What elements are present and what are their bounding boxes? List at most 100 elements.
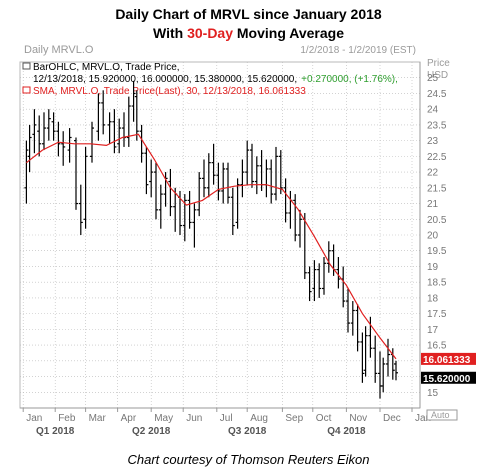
ohlc-bar [51, 112, 56, 141]
title-highlight: 30-Day [187, 25, 233, 41]
y-tick-label: 21.5 [427, 183, 447, 194]
ohlc-bar [381, 357, 386, 393]
ohlc-bar [32, 109, 37, 154]
x-tick-label: Aug [250, 413, 268, 424]
ohlc-bar [386, 338, 390, 377]
ohlc-bar [216, 162, 221, 201]
ohlc-bar [250, 143, 254, 188]
ohlc-bar [61, 131, 66, 166]
legend-ohlc-line1: BarOHLC, MRVL.O, Trade Price, [33, 62, 180, 73]
date-range-label: 1/2/2018 - 1/2/2019 (EST) [300, 45, 416, 56]
x-tick-label: Feb [58, 413, 76, 424]
ohlc-bar [27, 124, 32, 173]
y-tick-label: 19 [427, 262, 439, 273]
auto-scale-button[interactable] [426, 409, 458, 421]
chart-caption: Chart courtesy of Thomson Reuters Eikon [127, 452, 370, 467]
ohlc-bar [42, 112, 46, 151]
ohlc-bar [101, 90, 106, 135]
x-tick-label: Jan [26, 413, 42, 424]
ohlc-bar [134, 90, 139, 141]
instrument-label: Daily MRVL.O [24, 44, 94, 56]
y-tick-label: 24 [427, 105, 439, 116]
ohlc-bar [206, 153, 211, 198]
grid-layer [20, 62, 420, 408]
ohlc-bar [117, 118, 122, 154]
ohlc-bar [278, 150, 283, 195]
y-tick-label: 21 [427, 199, 439, 210]
ohlc-bar [182, 194, 187, 242]
x-tick-label: Jul [220, 413, 233, 424]
y-tick-label: 18 [427, 293, 439, 304]
ohlc-bar [83, 146, 88, 229]
x-tick-label: Jan [415, 413, 431, 424]
ohlc-bar [394, 360, 398, 381]
ohlc-bar [163, 172, 168, 207]
ohlc-bar [245, 140, 250, 185]
ohlc-bar [317, 263, 322, 298]
x-tick-label: Jun [186, 413, 202, 424]
y-tick-label: 16.5 [427, 341, 447, 352]
ohlc-bar [336, 257, 341, 289]
ohlc-bar [139, 124, 144, 163]
y-tick-label: 22 [427, 168, 439, 179]
title-suffix: Moving Average [233, 25, 344, 41]
ohlc-bar [131, 80, 136, 122]
ohlc-bar [322, 257, 326, 295]
ohlc-bar [56, 121, 61, 157]
ohlc-bar [78, 184, 83, 235]
ohlc-bar [149, 159, 154, 198]
ohlc-bar [90, 121, 94, 163]
x-tick-label: Apr [121, 413, 137, 424]
ohlc-bar [293, 194, 298, 242]
chart-title-line1: Daily Chart of MRVL since January 2018 [115, 6, 382, 22]
quarter-label: Q1 2018 [36, 426, 75, 437]
ohlc-bar [378, 351, 382, 399]
ohlc-bar [154, 162, 158, 220]
x-tick-label: Mar [89, 413, 107, 424]
ohlc-bar [298, 209, 302, 248]
ohlc-bar [187, 190, 192, 229]
sma-line [26, 133, 397, 360]
y-tick-label: 23 [427, 136, 439, 147]
ohlc-bar [235, 178, 240, 229]
ohlc-bars [24, 80, 398, 399]
ohlc-bar [254, 156, 259, 195]
ohlc-bar [221, 162, 226, 204]
ohlc-bar [96, 93, 101, 141]
quarter-label: Q2 2018 [132, 426, 171, 437]
ohlc-bar [74, 137, 78, 210]
legend-ohlc-line2: 12/13/2018, 15.920000, 16.000000, 15.380… [33, 74, 398, 85]
ohlc-bar [46, 109, 51, 141]
ohlc-bar [230, 187, 235, 235]
y-tick-label: 18.5 [427, 278, 447, 289]
axis-title-price: Price [427, 58, 450, 69]
x-tick-label: Dec [383, 413, 401, 424]
last-price-tag [421, 371, 476, 384]
ohlc-bar [269, 159, 274, 204]
ohlc-bar [363, 326, 368, 377]
ohlc-bar [346, 288, 350, 333]
ohlc-legend-icon [22, 62, 31, 70]
legend-ohlc-values: 12/13/2018, 15.920000, 16.000000, 15.380… [33, 74, 297, 85]
ohlc-bar [360, 332, 365, 383]
axis-title-usd: USD [427, 70, 448, 81]
ohlc-bar [368, 316, 373, 358]
sma-price-tag [421, 352, 476, 365]
ohlc-bar [326, 241, 331, 273]
y-tick-label: 20 [427, 231, 439, 242]
ohlc-bar [341, 266, 346, 308]
y-tick-label: 17 [427, 325, 439, 336]
ohlc-bar [240, 159, 245, 198]
ohlc-bar [350, 301, 355, 336]
ohlc-bar [168, 168, 173, 217]
sma-price-text: 16.061333 [423, 355, 471, 366]
ohlc-bar [122, 112, 126, 147]
ohlc-bar [211, 143, 216, 185]
ohlc-bar [24, 140, 29, 204]
ohlc-bar [312, 260, 317, 302]
y-tick-label: 22.5 [427, 152, 447, 163]
y-tick-label: 19.5 [427, 246, 447, 257]
last-price-text: 15.620000 [423, 374, 471, 385]
chart-legend: BarOHLC, MRVL.O, Trade Price, 12/13/2018… [22, 62, 398, 97]
